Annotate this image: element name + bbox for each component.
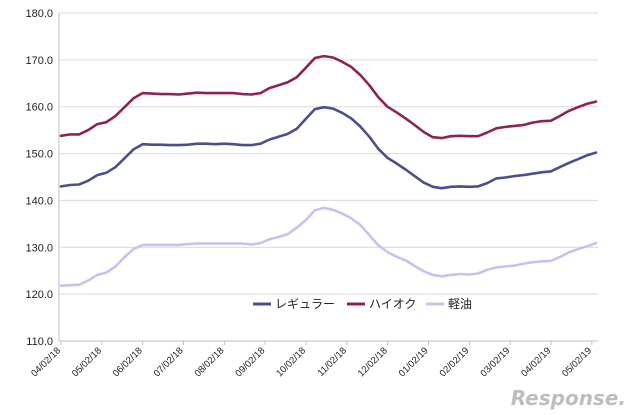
legend: レギュラー ハイオク 軽油 bbox=[253, 297, 472, 311]
watermark-text: Response. bbox=[511, 386, 626, 410]
y-tick-label: 180.0 bbox=[25, 8, 53, 20]
series-lines bbox=[59, 54, 598, 288]
y-tick-label: 120.0 bbox=[25, 289, 53, 301]
series-line bbox=[59, 105, 598, 190]
y-tick-label: 110.0 bbox=[26, 336, 53, 348]
y-tick-label: 150.0 bbox=[25, 149, 53, 161]
legend-label: ハイオク bbox=[369, 297, 417, 311]
legend-label: レギュラー bbox=[275, 297, 335, 311]
y-tick-label: 170.0 bbox=[25, 55, 53, 67]
series-line bbox=[59, 206, 598, 288]
y-tick-label: 160.0 bbox=[25, 102, 53, 114]
y-tick-label: 130.0 bbox=[25, 242, 53, 254]
legend-label: 軽油 bbox=[448, 297, 472, 311]
y-tick-label: 140.0 bbox=[25, 195, 53, 207]
y-axis: 110.0 120.0 130.0 140.0 150.0 160.0 170.0 180.0 bbox=[25, 8, 53, 348]
series-line bbox=[59, 54, 598, 140]
